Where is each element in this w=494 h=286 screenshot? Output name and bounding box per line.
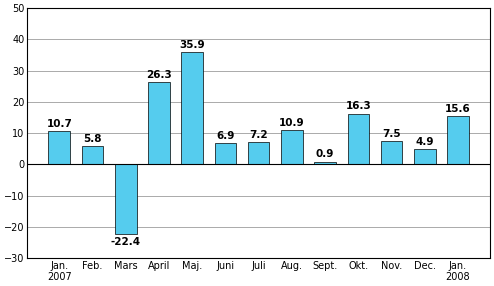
Bar	[248, 142, 269, 164]
Text: 10.9: 10.9	[279, 118, 305, 128]
Bar	[414, 149, 436, 164]
Bar	[281, 130, 303, 164]
Text: 10.7: 10.7	[46, 119, 72, 129]
Text: 4.9: 4.9	[415, 137, 434, 147]
Text: 6.9: 6.9	[216, 131, 235, 141]
Bar	[148, 82, 170, 164]
Text: 15.6: 15.6	[445, 104, 471, 114]
Text: -22.4: -22.4	[111, 237, 141, 247]
Bar	[181, 52, 203, 164]
Bar	[214, 143, 236, 164]
Bar	[82, 146, 103, 164]
Text: 7.2: 7.2	[249, 130, 268, 140]
Text: 16.3: 16.3	[345, 101, 371, 111]
Bar	[48, 131, 70, 164]
Text: 7.5: 7.5	[382, 129, 401, 139]
Text: 35.9: 35.9	[179, 40, 205, 50]
Bar	[381, 141, 402, 164]
Bar	[115, 164, 136, 235]
Text: 0.9: 0.9	[316, 150, 334, 160]
Text: 26.3: 26.3	[146, 70, 172, 80]
Bar	[447, 116, 469, 164]
Bar	[347, 114, 369, 164]
Text: 5.8: 5.8	[83, 134, 102, 144]
Bar	[314, 162, 336, 164]
